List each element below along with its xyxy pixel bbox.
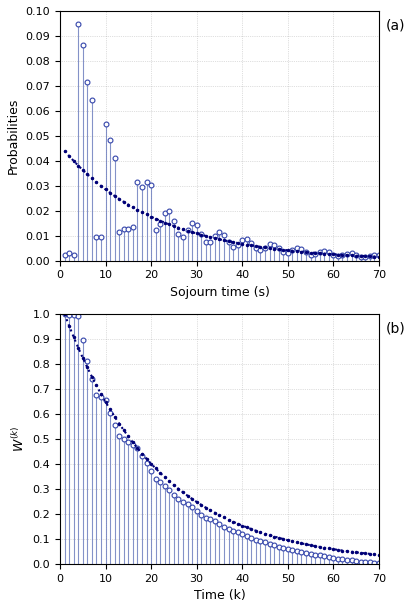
X-axis label: Sojourn time (s): Sojourn time (s) bbox=[169, 286, 269, 299]
Y-axis label: Probabilities: Probabilities bbox=[7, 97, 20, 174]
Text: (b): (b) bbox=[385, 322, 405, 336]
Y-axis label: $W^{(k)}$: $W^{(k)}$ bbox=[11, 426, 27, 452]
X-axis label: Time (k): Time (k) bbox=[194, 589, 245, 602]
Text: (a): (a) bbox=[385, 18, 405, 32]
